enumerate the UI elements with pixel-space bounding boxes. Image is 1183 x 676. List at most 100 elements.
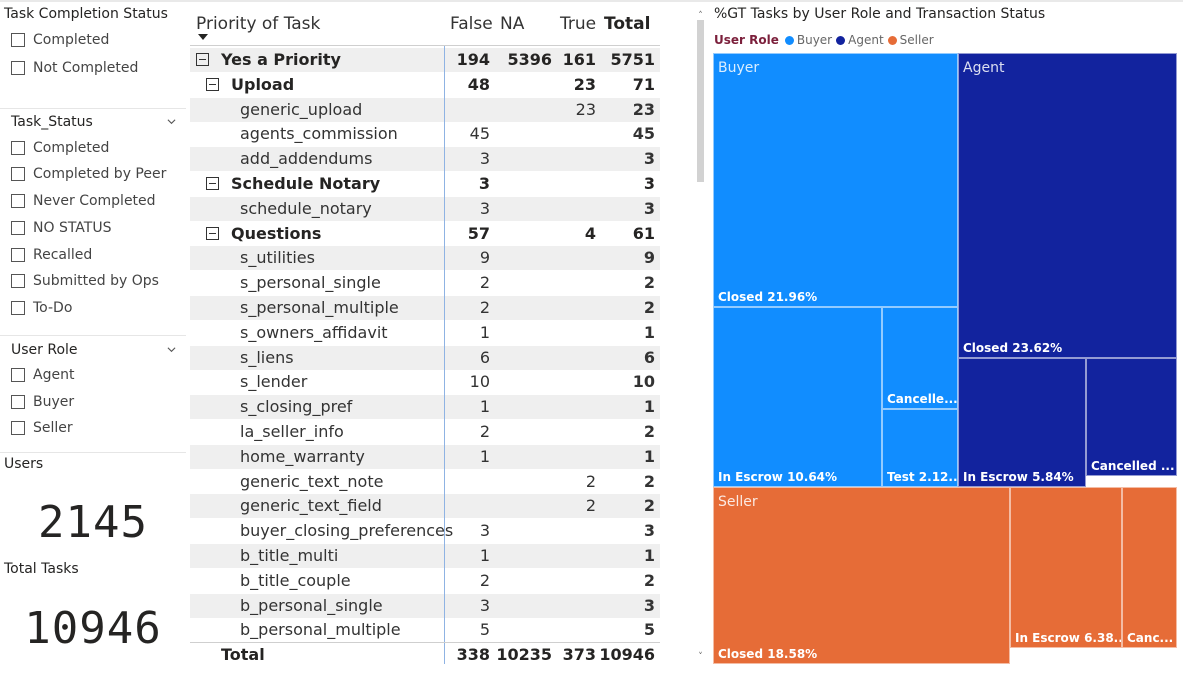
- group-row[interactable]: Schedule Notary 3 3: [190, 172, 660, 196]
- matrix-scrollbar[interactable]: ˄ ˅: [696, 12, 705, 662]
- row-label: s_liens: [240, 347, 294, 367]
- slicer-option-submitted-by-ops[interactable]: Submitted by Ops: [11, 272, 159, 290]
- scroll-thumb[interactable]: [697, 20, 704, 182]
- collapse-icon[interactable]: [206, 77, 219, 91]
- legend-item-agent[interactable]: Agent: [836, 33, 884, 47]
- treemap-tile-buyer-test[interactable]: Test 2.12...: [882, 409, 958, 487]
- table-row[interactable]: s_personal_multiple 2 2: [190, 296, 660, 320]
- scroll-down-icon[interactable]: ˅: [698, 652, 703, 662]
- checkbox-icon[interactable]: [11, 274, 25, 288]
- table-row[interactable]: generic_text_note 2 2: [190, 470, 660, 494]
- slicer-option-not-completed[interactable]: Not Completed: [11, 59, 138, 77]
- cell-total: 3: [643, 595, 655, 615]
- slicer-option-recalled[interactable]: Recalled: [11, 246, 92, 264]
- row-label: b_personal_single: [240, 595, 383, 615]
- column-header-true[interactable]: True: [560, 14, 597, 34]
- cell-false: 45: [469, 124, 490, 144]
- column-header-na[interactable]: NA: [500, 14, 525, 34]
- matrix-row-header[interactable]: Priority of Task: [196, 14, 321, 34]
- table-row[interactable]: s_closing_pref 1 1: [190, 395, 660, 420]
- table-row[interactable]: generic_upload 23 23: [190, 97, 660, 122]
- treemap-tile-buyer-in-escrow[interactable]: In Escrow 10.64%: [713, 307, 882, 487]
- checkbox-icon[interactable]: [11, 61, 25, 75]
- checkbox-icon[interactable]: [11, 141, 25, 155]
- checkbox-icon[interactable]: [11, 167, 25, 181]
- row-label: b_title_multi: [240, 546, 339, 565]
- table-row[interactable]: b_title_multi 1 1: [190, 544, 660, 568]
- collapse-icon[interactable]: [196, 53, 209, 66]
- table-row[interactable]: b_personal_single 3 3: [190, 593, 660, 618]
- sort-descending-icon[interactable]: [198, 34, 208, 40]
- row-label: Upload: [231, 74, 295, 94]
- legend-item-buyer[interactable]: Buyer: [784, 33, 832, 47]
- table-row[interactable]: la_seller_info 2 2: [190, 420, 660, 444]
- table-row[interactable]: s_owners_affidavit 1 1: [190, 321, 660, 345]
- table-row[interactable]: s_lender 10 10: [190, 370, 660, 394]
- treemap-tile-agent-cancelled[interactable]: Cancelled ...: [1086, 358, 1177, 476]
- slicer-option-completed[interactable]: Completed: [11, 31, 109, 49]
- checkbox-icon[interactable]: [11, 301, 25, 315]
- scroll-up-icon[interactable]: ˄: [698, 11, 703, 21]
- row-label: b_title_couple: [240, 570, 351, 590]
- table-row[interactable]: buyer_closing_preferences 3 3: [190, 519, 660, 543]
- table-row[interactable]: b_title_couple 2 2: [190, 569, 660, 593]
- treemap-tile-agent-in-escrow[interactable]: In Escrow 5.84%: [958, 358, 1086, 487]
- chevron-down-icon[interactable]: [167, 345, 176, 354]
- treemap-tile-buyer-closed[interactable]: Buyer Closed 21.96%: [713, 53, 958, 307]
- table-row[interactable]: b_personal_multiple 5 5: [190, 618, 660, 640]
- slicer-option-never-completed[interactable]: Never Completed: [11, 192, 156, 210]
- table-row[interactable]: home_warranty 1 1: [190, 444, 660, 469]
- total-tasks-card-value: 10946: [24, 603, 162, 654]
- checkbox-icon[interactable]: [11, 368, 25, 382]
- checkbox-icon[interactable]: [11, 221, 25, 235]
- legend-item-seller[interactable]: Seller: [887, 33, 934, 47]
- matrix-header: Priority of Task False NA True Total: [190, 8, 660, 46]
- slicer-option-buyer[interactable]: Buyer: [11, 393, 74, 411]
- slicer-option-seller[interactable]: Seller: [11, 419, 73, 437]
- chevron-down-icon[interactable]: [167, 117, 176, 126]
- table-row[interactable]: agents_commission 45 45: [190, 122, 660, 146]
- column-header-false[interactable]: False: [450, 14, 493, 34]
- column-header-total[interactable]: Total: [604, 14, 651, 34]
- treemap-tile-seller-cancelled[interactable]: Canc...: [1122, 487, 1177, 648]
- cell-total: 2: [643, 496, 655, 516]
- table-row[interactable]: s_personal_single 2 2: [190, 271, 660, 295]
- total-tasks-card-title: Total Tasks: [4, 561, 79, 577]
- cell-false: 48: [467, 74, 490, 94]
- task-status-slicer-header[interactable]: Task_Status: [11, 114, 176, 130]
- table-row[interactable]: schedule_notary 3 3: [190, 196, 660, 221]
- total-true: 373: [562, 645, 596, 664]
- checkbox-icon[interactable]: [11, 194, 25, 208]
- treemap-tile-seller-in-escrow[interactable]: In Escrow 6.38...: [1010, 487, 1122, 648]
- treemap-tile-seller-closed[interactable]: Seller Closed 18.58%: [713, 487, 1010, 664]
- slicer-option-no-status[interactable]: NO STATUS: [11, 219, 111, 237]
- slicer-option-completed-by-peer[interactable]: Completed by Peer: [11, 165, 166, 183]
- table-row[interactable]: s_utilities 9 9: [190, 246, 660, 271]
- collapse-icon[interactable]: [206, 226, 219, 240]
- cell-false: 1: [479, 397, 490, 417]
- matrix-total-row: Total 338 10235 373 10946: [190, 642, 660, 666]
- table-row[interactable]: generic_text_field 2 2: [190, 494, 660, 519]
- checkbox-icon[interactable]: [11, 421, 25, 435]
- total-na: 10235: [496, 645, 552, 664]
- user-role-slicer-header[interactable]: User Role: [11, 342, 176, 358]
- treemap-tile-buyer-cancelled[interactable]: Cancelle...: [882, 307, 958, 409]
- collapse-icon[interactable]: [206, 177, 219, 190]
- table-row[interactable]: add_addendums 3 3: [190, 147, 660, 172]
- group-row[interactable]: Upload 48 23 71: [190, 73, 660, 97]
- slicer-option-completed[interactable]: Completed: [11, 139, 109, 157]
- group-row[interactable]: Questions 57 4 61: [190, 222, 660, 246]
- treemap-tile-agent-closed[interactable]: Agent Closed 23.62%: [958, 53, 1177, 358]
- checkbox-icon[interactable]: [11, 33, 25, 47]
- row-label: generic_text_field: [240, 496, 382, 516]
- group-row[interactable]: Yes a Priority 194 5396 161 5751: [190, 48, 660, 72]
- row-label: la_seller_info: [240, 422, 344, 441]
- table-row[interactable]: s_liens 6 6: [190, 345, 660, 370]
- cell-total: 45: [632, 124, 655, 144]
- slicer-option-to-do[interactable]: To-Do: [11, 299, 72, 317]
- slicer-option-agent[interactable]: Agent: [11, 366, 74, 384]
- checkbox-icon[interactable]: [11, 248, 25, 262]
- column-divider: [444, 46, 445, 664]
- checkbox-icon[interactable]: [11, 395, 25, 409]
- treemap-visual: %GT Tasks by User Role and Transaction S…: [708, 0, 1183, 676]
